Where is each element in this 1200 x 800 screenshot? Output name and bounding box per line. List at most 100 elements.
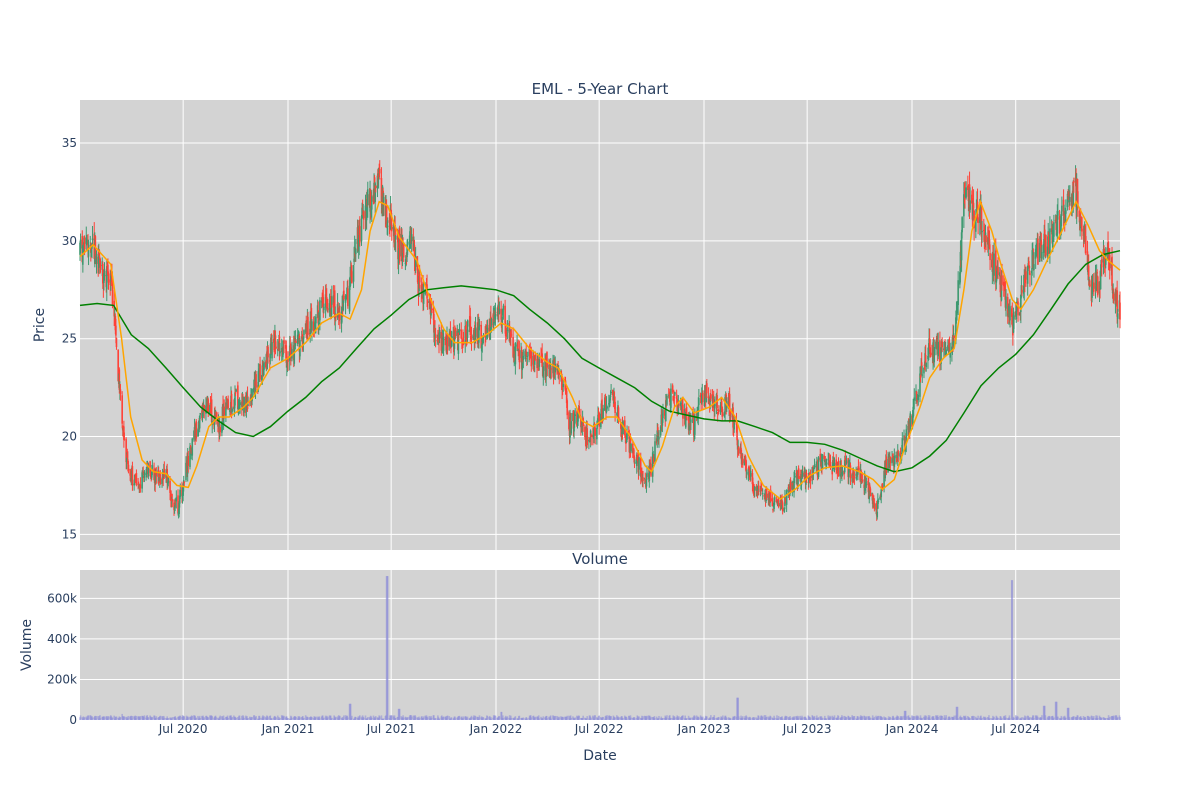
candle-down[interactable] bbox=[111, 276, 114, 305]
candle-up[interactable] bbox=[199, 413, 202, 415]
volume-bar[interactable] bbox=[793, 716, 796, 720]
candle-down[interactable] bbox=[434, 328, 436, 330]
candle-up[interactable] bbox=[474, 327, 477, 341]
candle-down[interactable] bbox=[170, 493, 172, 508]
candle-up[interactable] bbox=[635, 454, 638, 467]
volume-bar[interactable] bbox=[694, 716, 696, 720]
candle-up[interactable] bbox=[891, 457, 893, 464]
candle-up[interactable] bbox=[1027, 263, 1030, 269]
volume-bar[interactable] bbox=[649, 715, 651, 720]
candle-down[interactable] bbox=[765, 487, 768, 498]
candle-up[interactable] bbox=[328, 303, 331, 313]
candle-down[interactable] bbox=[529, 348, 531, 354]
candle-up[interactable] bbox=[679, 402, 682, 407]
candle-up[interactable] bbox=[334, 315, 337, 321]
candle-up[interactable] bbox=[450, 336, 453, 347]
volume-bar[interactable] bbox=[549, 715, 552, 720]
candle-down[interactable] bbox=[512, 336, 514, 357]
candle-up[interactable] bbox=[386, 225, 389, 227]
volume-bar[interactable] bbox=[239, 718, 241, 720]
candle-up[interactable] bbox=[1116, 313, 1119, 319]
volume-bar[interactable] bbox=[398, 708, 401, 720]
candle-down[interactable] bbox=[716, 412, 719, 414]
candle-up[interactable] bbox=[472, 334, 475, 339]
candle-up[interactable] bbox=[79, 239, 82, 249]
candle-up[interactable] bbox=[1069, 197, 1071, 202]
candle-up[interactable] bbox=[430, 306, 432, 316]
volume-bar[interactable] bbox=[321, 715, 324, 720]
volume-bar[interactable] bbox=[831, 715, 834, 720]
candle-up[interactable] bbox=[658, 436, 660, 440]
candle-up[interactable] bbox=[480, 345, 483, 352]
candle-up[interactable] bbox=[235, 389, 237, 392]
volume-bar[interactable] bbox=[494, 715, 497, 720]
candle-down[interactable] bbox=[860, 470, 863, 484]
candle-down[interactable] bbox=[440, 332, 443, 351]
candle-up[interactable] bbox=[103, 273, 105, 283]
candle-up[interactable] bbox=[125, 457, 128, 463]
candle-up[interactable] bbox=[365, 199, 368, 221]
volume-bar[interactable] bbox=[568, 715, 570, 720]
candle-up[interactable] bbox=[319, 300, 321, 321]
candle-down[interactable] bbox=[312, 321, 315, 332]
candle-up[interactable] bbox=[956, 304, 959, 309]
volume-bar[interactable] bbox=[99, 718, 102, 720]
volume-bar[interactable] bbox=[364, 715, 367, 720]
candle-down[interactable] bbox=[566, 400, 569, 416]
candle-up[interactable] bbox=[226, 402, 228, 405]
candle-down[interactable] bbox=[1116, 290, 1118, 317]
candle-down[interactable] bbox=[832, 458, 835, 463]
candle-down[interactable] bbox=[469, 316, 472, 336]
candle-down[interactable] bbox=[728, 393, 731, 416]
candle-down[interactable] bbox=[434, 334, 437, 339]
candle-up[interactable] bbox=[654, 441, 656, 462]
candle-up[interactable] bbox=[478, 326, 480, 343]
volume-bar[interactable] bbox=[655, 716, 658, 720]
candle-down[interactable] bbox=[484, 336, 486, 338]
volume-bar[interactable] bbox=[359, 715, 361, 720]
candle-down[interactable] bbox=[362, 211, 365, 220]
candle-down[interactable] bbox=[675, 396, 678, 400]
candle-down[interactable] bbox=[174, 501, 177, 504]
volume-bar[interactable] bbox=[556, 715, 558, 720]
volume-bar[interactable] bbox=[393, 715, 396, 720]
candle-down[interactable] bbox=[398, 228, 401, 262]
volume-bar[interactable] bbox=[749, 718, 752, 720]
candle-down[interactable] bbox=[525, 351, 528, 355]
candle-down[interactable] bbox=[385, 205, 388, 225]
candle-down[interactable] bbox=[290, 347, 292, 358]
volume-bar[interactable] bbox=[94, 715, 97, 720]
volume-bar[interactable] bbox=[1116, 717, 1119, 720]
volume-bar[interactable] bbox=[1119, 717, 1121, 720]
volume-bar[interactable] bbox=[480, 716, 483, 720]
volume-bar[interactable] bbox=[973, 716, 975, 720]
volume-bar[interactable] bbox=[669, 715, 671, 720]
volume-bar[interactable] bbox=[933, 718, 936, 720]
volume-bar[interactable] bbox=[911, 716, 914, 720]
candle-down[interactable] bbox=[775, 499, 778, 503]
candle-up[interactable] bbox=[630, 443, 632, 452]
volume-bar[interactable] bbox=[458, 715, 461, 720]
volume-bar[interactable] bbox=[1068, 716, 1071, 720]
candle-down[interactable] bbox=[1004, 287, 1006, 291]
volume-bar[interactable] bbox=[430, 717, 433, 720]
candle-up[interactable] bbox=[386, 224, 388, 228]
volume-bar[interactable] bbox=[323, 717, 325, 720]
candle-down[interactable] bbox=[561, 389, 564, 391]
candle-down[interactable] bbox=[432, 308, 435, 314]
candle-up[interactable] bbox=[257, 371, 260, 390]
candle-down[interactable] bbox=[988, 230, 990, 238]
candle-down[interactable] bbox=[480, 324, 482, 348]
candle-down[interactable] bbox=[1082, 228, 1085, 236]
candle-up[interactable] bbox=[943, 348, 945, 351]
candle-down[interactable] bbox=[1067, 194, 1069, 196]
candle-up[interactable] bbox=[286, 365, 288, 368]
volume-bar[interactable] bbox=[143, 715, 146, 720]
candle-down[interactable] bbox=[510, 334, 513, 336]
volume-bar[interactable] bbox=[130, 715, 133, 720]
candle-up[interactable] bbox=[592, 434, 595, 438]
candle-down[interactable] bbox=[580, 416, 582, 428]
volume-bar[interactable] bbox=[454, 718, 457, 720]
candle-down[interactable] bbox=[840, 465, 843, 474]
volume-bar[interactable] bbox=[123, 716, 126, 720]
